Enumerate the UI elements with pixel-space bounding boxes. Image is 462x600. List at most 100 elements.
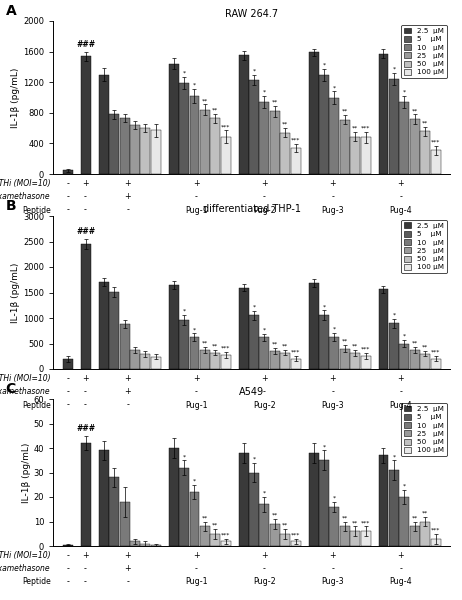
Bar [81,443,91,546]
Bar [109,478,119,546]
Text: ***: *** [361,346,371,352]
Text: **: ** [202,98,208,103]
Text: Peptide: Peptide [22,205,51,215]
Bar [350,137,360,174]
Text: +: + [193,374,200,383]
Text: ***: *** [221,532,231,538]
Bar [309,283,318,369]
Text: Pug-3: Pug-3 [321,577,344,587]
Text: ***: *** [431,527,440,533]
Text: ***: *** [291,138,300,143]
Text: **: ** [282,523,288,527]
Text: Pug-2: Pug-2 [253,577,276,587]
Y-axis label: IL-1β (pg/mL): IL-1β (pg/mL) [11,262,20,323]
Bar [63,170,73,174]
Text: *: * [403,484,406,488]
Text: -: - [66,374,69,383]
Bar [329,337,340,369]
Text: *: * [322,63,326,68]
Text: -: - [127,577,129,587]
Text: Pug-4: Pug-4 [389,401,412,409]
Bar [210,118,220,174]
Text: NTHi (MOI=10): NTHi (MOI=10) [0,179,51,188]
Text: **: ** [212,107,219,112]
Text: +: + [397,374,404,383]
Legend: 2.5  μM, 5    μM, 10   μM, 25   μM, 50   μM, 100 μM: 2.5 μM, 5 μM, 10 μM, 25 μM, 50 μM, 100 μ… [401,220,447,274]
Bar [140,128,150,174]
Text: +: + [261,374,267,383]
Text: -: - [127,401,129,409]
Text: Peptide: Peptide [22,577,51,587]
Bar [249,316,259,369]
Bar [140,354,150,369]
Text: -: - [400,564,402,574]
Bar [291,148,301,174]
Text: ***: *** [291,532,300,538]
Text: +: + [82,551,88,560]
Text: +: + [193,551,200,560]
Bar [120,118,129,174]
Text: **: ** [342,339,348,344]
Text: *: * [333,496,336,501]
Title: A549: A549 [239,387,264,397]
Text: -: - [66,564,69,574]
Text: *: * [322,444,326,449]
Text: -: - [66,179,69,188]
Bar [319,460,329,546]
Text: +: + [397,179,404,188]
Bar [189,492,200,546]
Text: *: * [263,328,266,332]
Text: *: * [322,304,326,309]
Bar [361,137,371,174]
Bar [130,541,140,546]
Bar [151,130,161,174]
Bar [389,79,399,174]
Text: *: * [182,71,186,76]
Bar [210,353,220,369]
Text: **: ** [352,520,359,525]
Bar [431,359,441,369]
Text: *: * [182,454,186,459]
Title: differentiated THP-1: differentiated THP-1 [203,204,301,214]
Bar [130,350,140,369]
Bar [169,286,179,369]
Bar [260,102,269,174]
Bar [319,76,329,174]
Text: NTHi (MOI=10): NTHi (MOI=10) [0,551,51,560]
Bar [130,125,140,174]
Bar [378,289,389,369]
Text: **: ** [412,515,418,520]
Bar [280,353,290,369]
Text: -: - [400,193,402,202]
Text: **: ** [212,344,219,349]
Text: -: - [263,388,266,396]
Text: *: * [193,327,196,332]
Text: Pug-4: Pug-4 [389,205,412,215]
Bar [109,292,119,369]
Bar [169,64,179,174]
Text: *: * [333,326,336,332]
Text: **: ** [272,100,278,104]
Text: Pug-4: Pug-4 [389,577,412,587]
Bar [350,353,360,369]
Text: **: ** [282,344,288,349]
Text: **: ** [412,108,418,113]
Text: +: + [125,374,131,383]
Text: +: + [193,179,200,188]
Text: +: + [82,179,88,188]
Text: *: * [392,67,395,72]
Bar [291,359,301,369]
Bar [340,526,350,546]
Bar [361,356,371,369]
Text: ***: *** [361,126,371,131]
Legend: 2.5  μM, 5    μM, 10   μM, 25   μM, 50   μM, 100 μM: 2.5 μM, 5 μM, 10 μM, 25 μM, 50 μM, 100 μ… [401,25,447,79]
Bar [389,470,399,546]
Text: -: - [66,551,69,560]
Y-axis label: IL-1β (pg/mL): IL-1β (pg/mL) [22,442,30,503]
Bar [179,467,189,546]
Text: +: + [261,179,267,188]
Bar [221,355,231,369]
Text: **: ** [342,515,348,520]
Text: Pug-2: Pug-2 [253,401,276,409]
Text: *: * [263,491,266,496]
